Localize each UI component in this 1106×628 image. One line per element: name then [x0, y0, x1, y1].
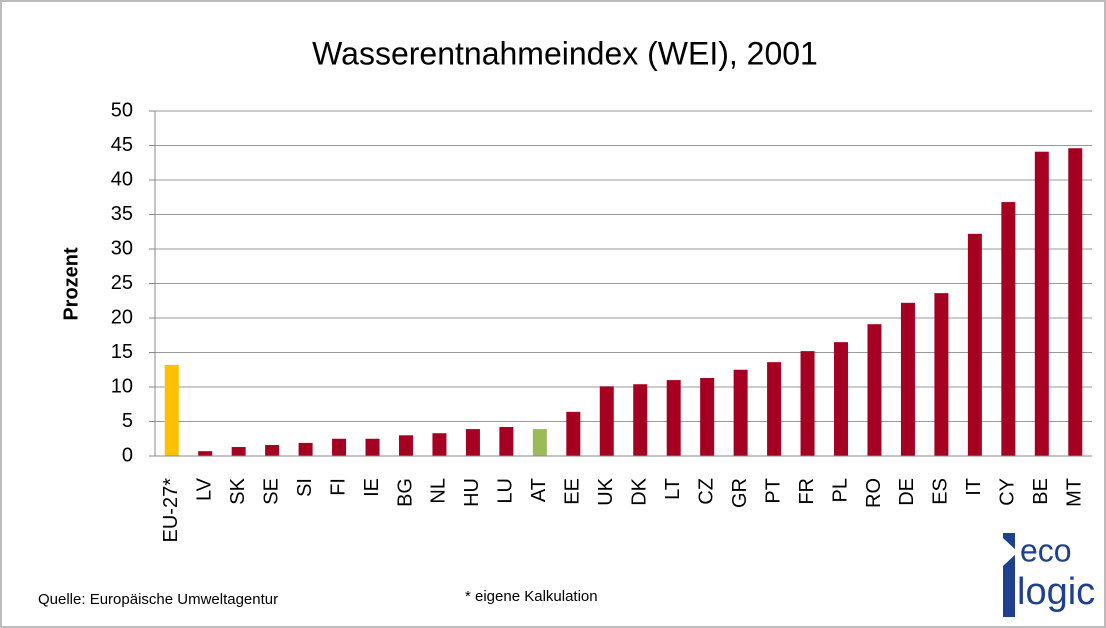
- x-tick-label: RO: [863, 478, 885, 508]
- x-tick-label: NL: [428, 478, 450, 504]
- logo-text: logic: [1017, 571, 1095, 613]
- x-tick-label: IE: [361, 478, 383, 497]
- x-tick-label: PT: [762, 478, 784, 504]
- logo-arrow: [1003, 538, 1018, 566]
- bar: [298, 442, 313, 456]
- bar: [700, 378, 715, 456]
- bar: [767, 362, 782, 456]
- bar: [599, 386, 614, 456]
- bar: [566, 411, 581, 456]
- bar: [164, 364, 179, 456]
- x-tick-label: UK: [595, 477, 617, 505]
- bar: [934, 293, 949, 456]
- bar: [532, 429, 547, 456]
- x-tick-label: EU-27*: [160, 478, 182, 543]
- bar: [1068, 148, 1083, 456]
- bar: [633, 384, 648, 456]
- x-tick-label: BE: [1030, 478, 1052, 505]
- y-tick-label: 35: [111, 203, 133, 225]
- bar: [800, 351, 815, 456]
- x-tick-label: EE: [562, 478, 584, 505]
- x-tick-label: SI: [294, 478, 316, 497]
- bar: [365, 438, 380, 456]
- x-tick-label: SK: [227, 477, 249, 504]
- y-tick-label: 20: [111, 306, 133, 328]
- y-tick-label: 5: [122, 410, 133, 432]
- logo: eco logic: [1003, 532, 1095, 617]
- bar: [900, 302, 915, 456]
- x-tick-label: ES: [930, 478, 952, 505]
- bar: [265, 444, 280, 456]
- bar: [332, 438, 347, 456]
- x-tick-label: SE: [260, 478, 282, 505]
- bar: [867, 324, 882, 456]
- y-tick-label: 25: [111, 272, 133, 294]
- bar: [499, 427, 514, 456]
- bar: [666, 380, 681, 456]
- x-tick-label: PL: [829, 478, 851, 502]
- x-tick-label: GR: [729, 478, 751, 508]
- x-tick-label: HU: [461, 478, 483, 507]
- x-tick-label: LT: [662, 478, 684, 500]
- bar: [967, 233, 982, 456]
- bar: [198, 451, 213, 456]
- footnote: * eigene Kalkulation: [465, 588, 598, 605]
- x-tick-label: LU: [495, 478, 517, 504]
- y-tick-label: 50: [111, 99, 133, 121]
- bar: [1034, 151, 1049, 456]
- logo-text: eco: [1020, 532, 1072, 568]
- bar: [398, 435, 413, 456]
- chart-title: Wasserentnahmeindex (WEI), 2001: [312, 35, 818, 71]
- y-tick-label: 15: [111, 341, 133, 363]
- y-tick-label: 30: [111, 237, 133, 259]
- x-tick-label: DK: [629, 477, 651, 505]
- y-tick-label: 45: [111, 134, 133, 156]
- bar: [231, 447, 246, 456]
- x-tick-label: FR: [796, 478, 818, 505]
- bar: [733, 369, 748, 456]
- x-tick-label: IT: [963, 478, 985, 496]
- x-tick-label: LV: [193, 477, 215, 501]
- y-tick-label: 0: [122, 444, 133, 466]
- bar: [834, 342, 849, 456]
- bar: [1001, 202, 1016, 456]
- source: Quelle: Europäische Umweltagentur: [38, 591, 278, 608]
- x-tick-label: BG: [394, 478, 416, 507]
- bar: [465, 429, 480, 456]
- bar: [432, 433, 447, 456]
- y-tick-label: 40: [111, 168, 133, 190]
- y-tick-label: 10: [111, 375, 133, 397]
- x-tick-label: CY: [997, 478, 1019, 506]
- x-tick-label: FI: [327, 478, 349, 496]
- x-tick-label: CZ: [695, 478, 717, 505]
- x-tick-label: MT: [1064, 478, 1086, 507]
- y-axis-label: Prozent: [60, 247, 82, 321]
- x-tick-label: AT: [528, 478, 550, 502]
- x-tick-label: DE: [896, 478, 918, 506]
